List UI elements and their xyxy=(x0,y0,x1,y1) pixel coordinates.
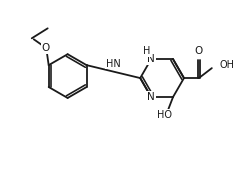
Text: O: O xyxy=(195,46,203,56)
Text: H: H xyxy=(144,46,151,56)
Text: HO: HO xyxy=(157,110,172,120)
Text: O: O xyxy=(42,43,50,53)
Text: HN: HN xyxy=(106,59,121,69)
Text: N: N xyxy=(147,54,155,64)
Text: OH: OH xyxy=(220,60,235,70)
Text: N: N xyxy=(147,92,155,102)
